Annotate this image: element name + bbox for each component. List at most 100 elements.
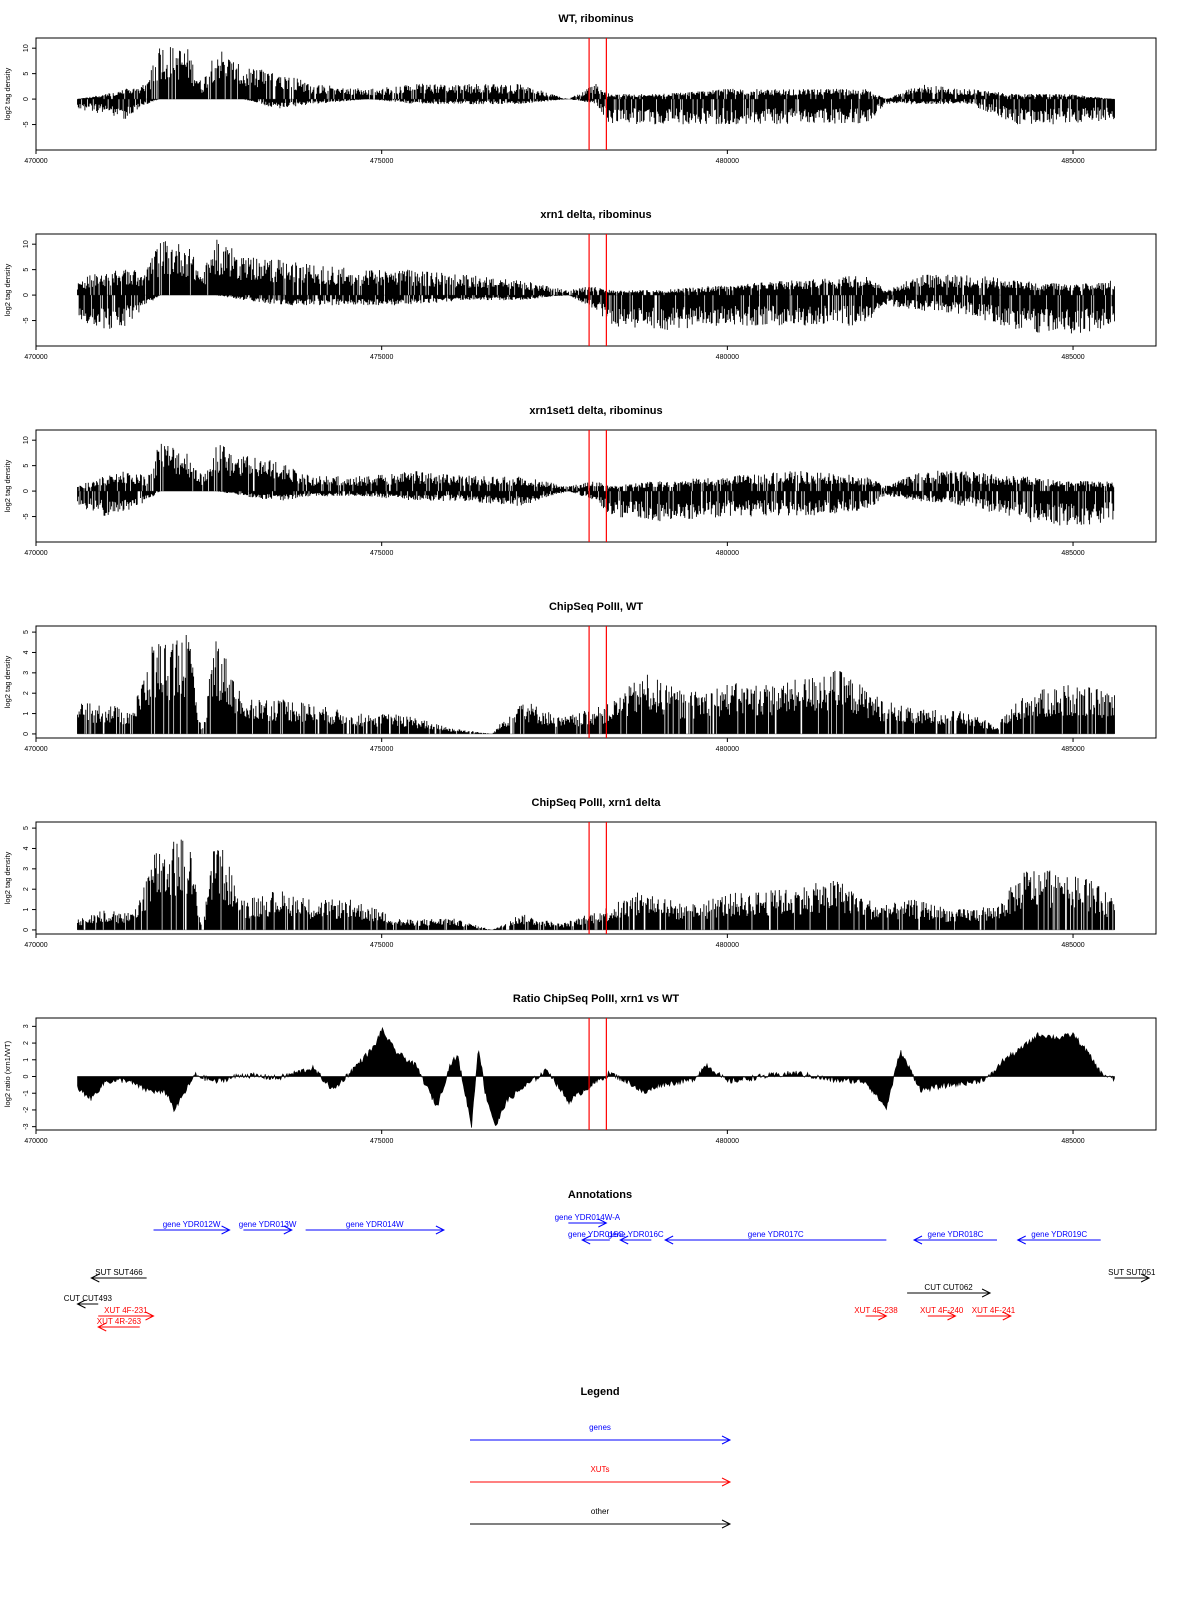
- signal-bars: [77, 239, 1115, 334]
- y-tick-label: -3: [23, 1123, 30, 1129]
- panel-title: Ratio ChipSeq PolII, xrn1 vs WT: [513, 993, 680, 1005]
- annotations-panel: Annotations gene YDR012W gene YDR013W gene …: [64, 1189, 1156, 1332]
- feature-other: SUT SUT466: [90, 1268, 147, 1283]
- x-tick-label: 480000: [716, 550, 739, 557]
- y-tick-label: 0: [23, 293, 30, 297]
- feature-arrow-head: [97, 1322, 107, 1332]
- data-series: [77, 47, 1115, 125]
- y-tick-label: 5: [23, 826, 30, 830]
- panel-title: WT, ribominus: [558, 13, 633, 25]
- legend-label: genes: [589, 1423, 611, 1432]
- plot-frame: [35, 1017, 1157, 1131]
- panel-4: ChipSeq PolII, WT log2 tag density 0 1 2 3 4 5 4…: [3, 601, 1157, 753]
- data-series: [77, 239, 1115, 334]
- x-tick-label: 470000: [24, 746, 47, 753]
- x-tick-label: 480000: [716, 746, 739, 753]
- feature-genes: gene YDR013W: [239, 1220, 297, 1235]
- panel-title: xrn1 delta, ribominus: [540, 209, 651, 221]
- x-tick-label: 470000: [24, 158, 47, 165]
- feature-label: XUT 4F-240: [920, 1306, 964, 1315]
- feature-XUTs: XUT 4F-240: [920, 1306, 964, 1321]
- data-series: [77, 635, 1115, 734]
- y-tick-label: 1: [23, 712, 30, 716]
- legend-item: other: [470, 1507, 732, 1529]
- y-tick-label: 0: [23, 1074, 30, 1078]
- feature-arrow-head: [221, 1225, 231, 1235]
- feature-arrow-head: [90, 1273, 100, 1283]
- feature-genes: gene YDR019C: [1016, 1230, 1101, 1245]
- plot-frame: [35, 37, 1157, 151]
- feature-arrow-head: [76, 1299, 86, 1309]
- feature-arrow-head: [912, 1235, 923, 1245]
- panel-1: WT, ribominus log2 tag density -5 0 5 10 47000…: [3, 13, 1157, 165]
- feature-XUTs: XUT 4F-241: [972, 1306, 1016, 1321]
- feature-genes: gene YDR018C: [912, 1230, 997, 1245]
- feature-label: gene YDR018C: [928, 1230, 984, 1239]
- y-axis-label: log2 tag density: [3, 851, 12, 904]
- x-tick-label: 485000: [1061, 942, 1084, 949]
- signal-bars: [77, 635, 1115, 734]
- x-tick-label: 485000: [1061, 550, 1084, 557]
- feature-arrow-head: [1002, 1311, 1012, 1321]
- legend-arrow-head: [721, 1519, 732, 1529]
- feature-arrow-head: [283, 1225, 293, 1235]
- feature-label: gene YDR013W: [239, 1220, 297, 1229]
- x-tick-label: 470000: [24, 550, 47, 557]
- feature-arrow-head: [581, 1235, 591, 1245]
- x-tick-label: 475000: [370, 942, 393, 949]
- x-tick-label: 485000: [1061, 746, 1084, 753]
- y-tick-label: 10: [23, 44, 30, 52]
- feature-genes: gene YDR014W: [305, 1220, 446, 1235]
- feature-label: gene YDR019C: [1031, 1230, 1087, 1239]
- feature-arrow-head: [435, 1225, 446, 1235]
- data-series: [77, 1026, 1115, 1128]
- panel-title: ChipSeq PolII, WT: [549, 601, 643, 613]
- feature-label: XUT 4F-241: [972, 1306, 1016, 1315]
- legend-label: XUTs: [590, 1465, 609, 1474]
- y-tick-label: 10: [23, 436, 30, 444]
- x-tick-label: 480000: [716, 1138, 739, 1145]
- feature-arrow-head: [1016, 1235, 1026, 1245]
- feature-arrow-head: [878, 1311, 888, 1321]
- y-tick-label: -1: [23, 1090, 30, 1096]
- feature-label: gene YDR015C: [568, 1230, 624, 1239]
- x-tick-label: 475000: [370, 1138, 393, 1145]
- panel-title: ChipSeq PolII, xrn1 delta: [532, 797, 662, 809]
- y-tick-label: 3: [23, 671, 30, 675]
- signal-bars: [77, 839, 1115, 930]
- y-tick-label: -5: [23, 513, 30, 519]
- data-series: [77, 443, 1115, 526]
- x-tick-label: 475000: [370, 550, 393, 557]
- panel-title: xrn1set1 delta, ribominus: [529, 405, 662, 417]
- plot-frame: [35, 233, 1157, 347]
- x-tick-label: 475000: [370, 746, 393, 753]
- feature-arrow-head: [1140, 1273, 1151, 1283]
- x-tick-label: 480000: [716, 942, 739, 949]
- x-tick-label: 480000: [716, 354, 739, 361]
- feature-label: gene YDR014W-A: [555, 1213, 621, 1222]
- feature-label: gene YDR014W: [346, 1220, 404, 1229]
- x-tick-label: 470000: [24, 354, 47, 361]
- legend-item: genes: [470, 1423, 732, 1445]
- y-tick-label: 5: [23, 72, 30, 76]
- y-tick-label: 5: [23, 464, 30, 468]
- feature-label: gene YDR017C: [748, 1230, 804, 1239]
- y-tick-label: 2: [23, 887, 30, 891]
- panel-2: xrn1 delta, ribominus log2 tag density -5 0…: [3, 209, 1157, 361]
- feature-XUTs: XUT 4F-238: [854, 1306, 898, 1321]
- feature-genes: gene YDR014W-A: [555, 1213, 621, 1228]
- feature-other: CUT CUT493: [64, 1294, 113, 1309]
- y-tick-label: 0: [23, 97, 30, 101]
- x-tick-label: 475000: [370, 354, 393, 361]
- x-tick-label: 480000: [716, 158, 739, 165]
- annotations-title: Annotations: [568, 1189, 632, 1201]
- feature-label: SUT SUT466: [95, 1268, 143, 1277]
- x-tick-label: 485000: [1061, 158, 1084, 165]
- x-tick-label: 470000: [24, 942, 47, 949]
- feature-genes: gene YDR016C: [608, 1230, 664, 1245]
- feature-arrow-head: [947, 1311, 957, 1321]
- feature-label: CUT CUT493: [64, 1294, 113, 1303]
- feature-other: SUT SUT051: [1108, 1268, 1156, 1283]
- y-tick-label: 3: [23, 1024, 30, 1028]
